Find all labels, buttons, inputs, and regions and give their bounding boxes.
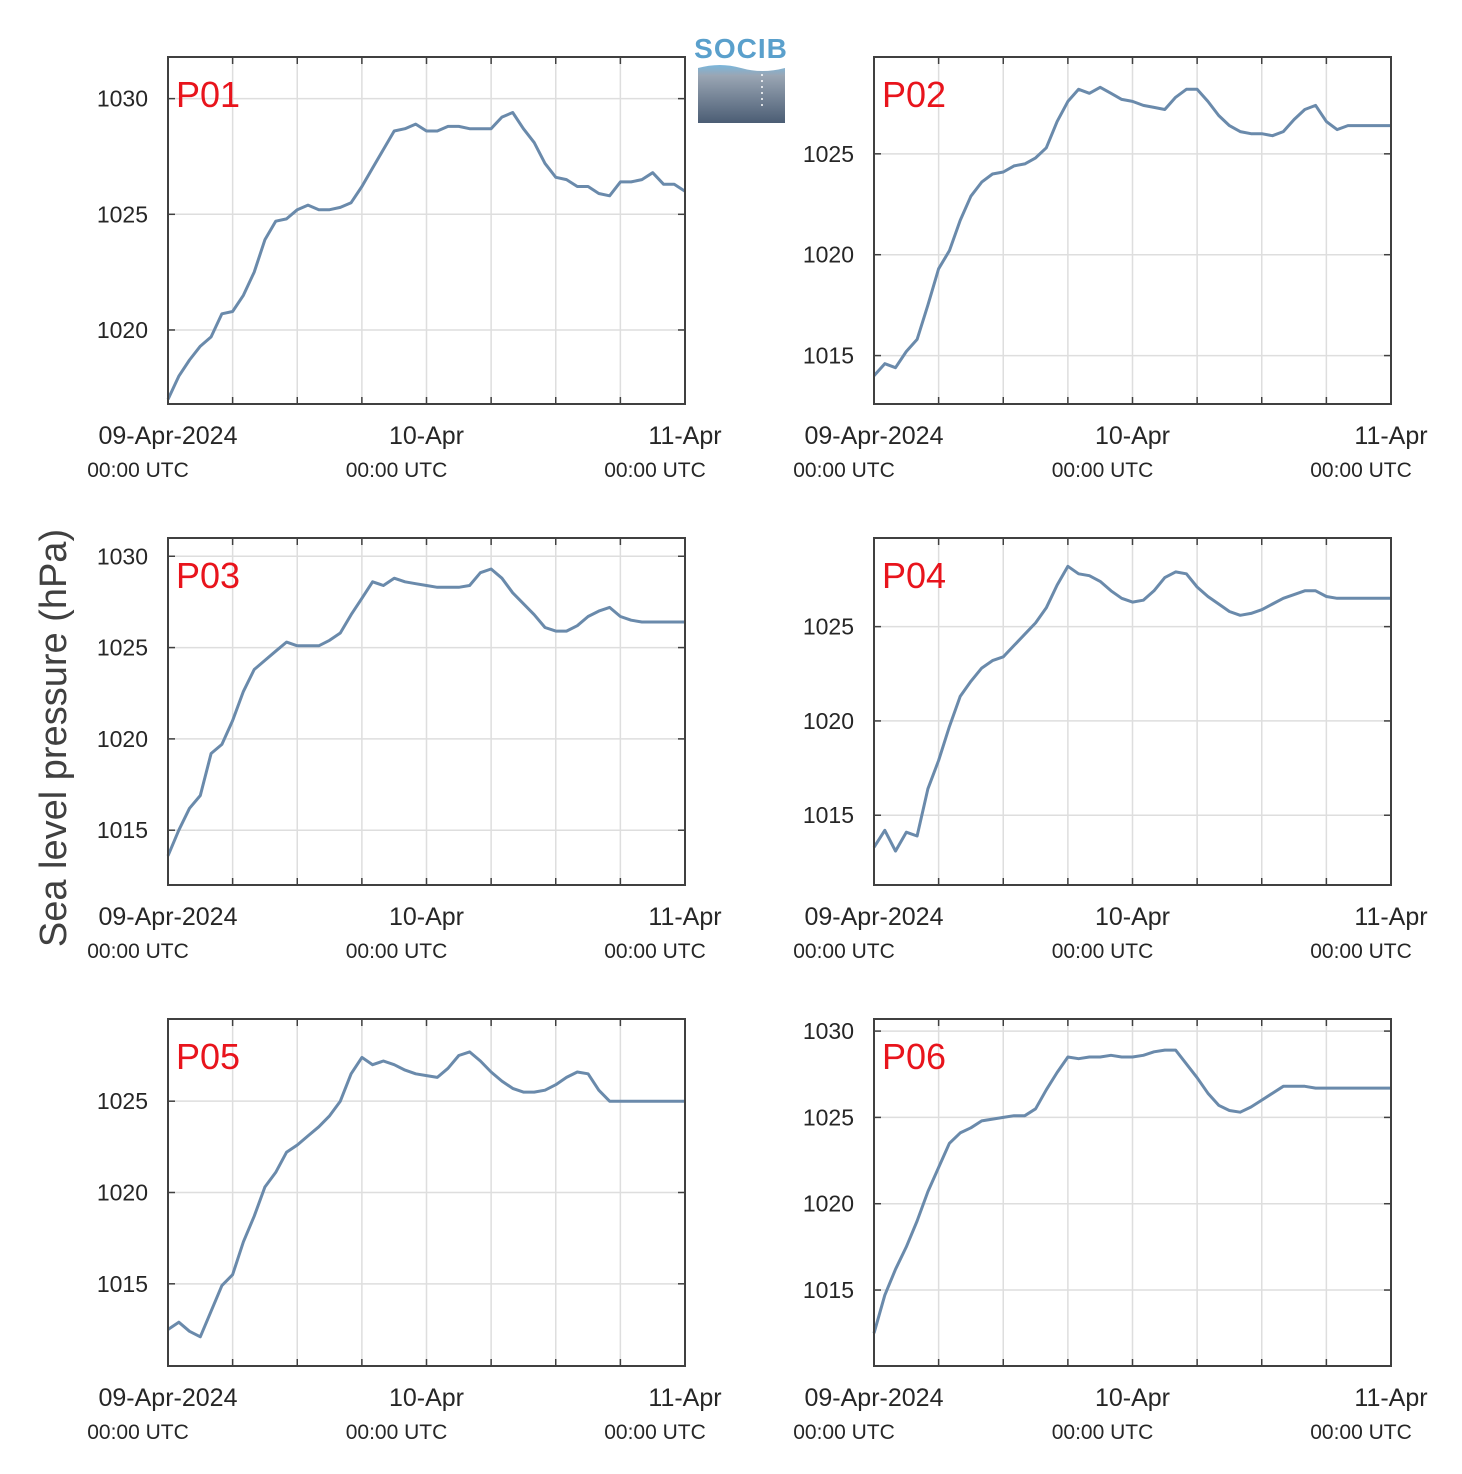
x-tick-label-date: 10-Apr [1095, 1384, 1170, 1412]
x-tick-label-date: 09-Apr-2024 [99, 903, 238, 931]
y-tick-label: 1025 [803, 1104, 854, 1130]
socib-logo: SOCIB [694, 33, 788, 123]
x-tick-label-date: 09-Apr-2024 [805, 1384, 944, 1412]
x-tick-label-time: 00:00 UTC [793, 1421, 895, 1444]
series-line-p05 [167, 1050, 685, 1339]
plot-frame [873, 1018, 1392, 1367]
x-tick-label-date: 11-Apr [1354, 903, 1427, 931]
x-tick-label-date: 09-Apr-2024 [99, 1384, 238, 1412]
logo-wave-icon [698, 65, 785, 123]
panel-p03: 1015 1020 1025 1030 P03 09-Apr-2024 00:00 UTC 1… [87, 537, 722, 963]
series-line-p03 [166, 567, 685, 857]
x-tick-label-date: 10-Apr [1095, 422, 1170, 450]
plot-frame [873, 56, 1392, 405]
x-tick-label-date: 11-Apr [648, 422, 721, 450]
panel-p04: 1015 1020 1025 P04 09-Apr-2024 00:00 UTC 10-Ap… [793, 537, 1428, 963]
x-tick-label-time: 00:00 UTC [604, 940, 706, 963]
y-tick-label: 1015 [803, 343, 854, 369]
y-tick-label: 1030 [97, 86, 148, 112]
plot-frame [167, 1018, 686, 1367]
x-tick-label-date: 10-Apr [389, 1384, 464, 1412]
x-tick-label-time: 00:00 UTC [793, 940, 895, 963]
panels: 1020 1025 1030 P01 09-Apr-2024 00:00 UTC 10-Ap… [87, 56, 1428, 1444]
y-tick-label: 1020 [803, 708, 854, 734]
y-tick-label: 1025 [97, 1088, 148, 1114]
y-tick-label: 1020 [803, 1191, 854, 1217]
series-line-p04 [872, 564, 1391, 853]
y-tick-label: 1025 [97, 635, 148, 661]
panel-p02: 1015 1020 1025 P02 09-Apr-2024 00:00 UTC 10-Ap… [793, 56, 1428, 482]
x-tick-label-date: 11-Apr [1354, 422, 1427, 450]
x-tick-label-time: 00:00 UTC [87, 1421, 189, 1444]
x-tick-label-time: 00:00 UTC [604, 459, 706, 482]
y-tick-label: 1015 [97, 1271, 148, 1297]
x-tick-label-date: 11-Apr [648, 903, 721, 931]
x-tick-label-time: 00:00 UTC [87, 459, 189, 482]
x-tick-label-time: 00:00 UTC [1052, 459, 1154, 482]
plot-frame [167, 56, 686, 405]
panel-label: P01 [176, 74, 240, 115]
x-tick-label-time: 00:00 UTC [1310, 940, 1412, 963]
panel-label: P05 [176, 1036, 240, 1077]
y-tick-label: 1020 [97, 1180, 148, 1206]
plot-frame [167, 537, 686, 886]
panel-p01: 1020 1025 1030 P01 09-Apr-2024 00:00 UTC 10-Ap… [87, 56, 722, 482]
y-tick-label: 1025 [803, 141, 854, 167]
y-tick-label: 1015 [97, 817, 148, 843]
panel-p05: 1015 1020 1025 P05 09-Apr-2024 00:00 UTC 10-Ap… [87, 1018, 722, 1444]
series-line-p06 [872, 1048, 1391, 1334]
x-tick-label-time: 00:00 UTC [1052, 1421, 1154, 1444]
x-tick-label-time: 00:00 UTC [1310, 459, 1412, 482]
panel-label: P06 [882, 1036, 946, 1077]
y-axis-label: Sea level pressure (hPa) [33, 529, 75, 947]
x-tick-label-time: 00:00 UTC [346, 459, 448, 482]
y-tick-label: 1020 [803, 242, 854, 268]
logo-wordmark: SOCIB [694, 33, 788, 64]
x-tick-label-date: 09-Apr-2024 [805, 422, 944, 450]
y-tick-label: 1030 [97, 543, 148, 569]
y-tick-label: 1030 [803, 1018, 854, 1044]
x-tick-label-time: 00:00 UTC [1052, 940, 1154, 963]
x-tick-label-time: 00:00 UTC [604, 1421, 706, 1444]
series-line-p01 [166, 111, 686, 401]
plot-frame [873, 537, 1392, 886]
panel-label: P03 [176, 555, 240, 596]
y-tick-label: 1020 [97, 726, 148, 752]
x-tick-label-date: 10-Apr [389, 903, 464, 931]
y-tick-label: 1015 [803, 1277, 854, 1303]
x-tick-label-time: 00:00 UTC [793, 459, 895, 482]
x-tick-label-date: 10-Apr [1095, 903, 1170, 931]
y-tick-label: 1020 [97, 317, 148, 343]
panel-p06: 1015 1020 1025 1030 P06 09-Apr-2024 00:00 UTC 1… [793, 1018, 1428, 1444]
x-tick-label-time: 00:00 UTC [346, 940, 448, 963]
x-tick-label-time: 00:00 UTC [346, 1421, 448, 1444]
series-line-p02 [872, 85, 1391, 377]
y-tick-label: 1025 [803, 614, 854, 640]
x-tick-label-date: 11-Apr [1354, 1384, 1427, 1412]
x-tick-label-time: 00:00 UTC [87, 940, 189, 963]
x-tick-label-date: 11-Apr [648, 1384, 721, 1412]
x-tick-label-time: 00:00 UTC [1310, 1421, 1412, 1444]
x-tick-label-date: 09-Apr-2024 [805, 903, 944, 931]
y-tick-label: 1015 [803, 802, 854, 828]
panel-label: P04 [882, 555, 946, 596]
y-tick-label: 1025 [97, 201, 148, 227]
panel-label: P02 [882, 74, 946, 115]
x-tick-label-date: 10-Apr [389, 422, 464, 450]
x-tick-label-date: 09-Apr-2024 [99, 422, 238, 450]
